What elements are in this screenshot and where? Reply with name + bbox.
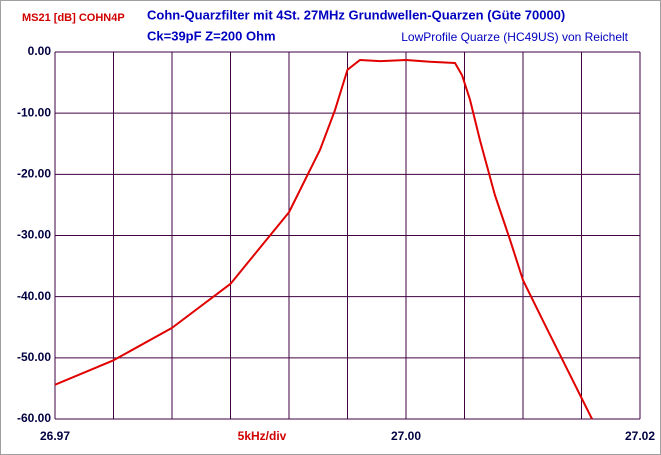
y-tick-label: -50.00: [17, 350, 51, 364]
y-tick-label: -10.00: [17, 105, 51, 119]
annotation: LowProfile Quarze (HC49US) von Reichelt: [401, 30, 628, 44]
x-tick-label: 27.00: [391, 429, 421, 443]
y-tick-label: 0.00: [28, 44, 52, 58]
x-tick-label: 26.97: [40, 429, 70, 443]
chart-title: Cohn-Quarzfilter mit 4St. 27MHz Grundwel…: [147, 7, 565, 22]
curve: [54, 58, 593, 420]
y-label: MS21 [dB] COHN4P: [22, 12, 125, 24]
x-tick-label: 27.02: [625, 429, 655, 443]
y-tick-label: -30.00: [17, 228, 51, 242]
x-label: 5kHz/div: [238, 429, 287, 443]
y-tick-label: -20.00: [17, 167, 51, 181]
chart-subtitle: Ck=39pF Z=200 Ohm: [147, 28, 276, 43]
y-tick-label: -40.00: [17, 289, 51, 303]
y-tick-label: -60.00: [17, 411, 51, 425]
